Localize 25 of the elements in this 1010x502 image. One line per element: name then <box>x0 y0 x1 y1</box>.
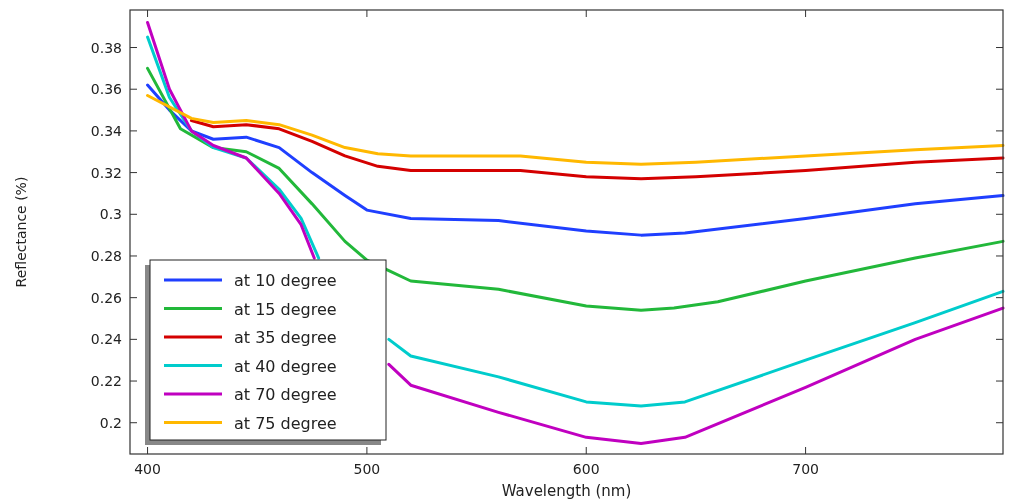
legend-label: at 40 degree <box>234 356 337 376</box>
legend-label: at 75 degree <box>234 413 337 433</box>
x-tick-label: 500 <box>353 461 381 477</box>
line-series <box>189 118 1005 181</box>
y-tick-label: 0.38 <box>90 39 122 56</box>
y-tick-label: 0.26 <box>90 289 123 306</box>
x-tick-label: 700 <box>792 461 819 477</box>
legend-label: at 35 degree <box>234 328 337 347</box>
y-tick-label: 0.2 <box>99 414 122 431</box>
y-axis-title: Reflectance (%) <box>13 176 29 288</box>
y-tick-label: 0.28 <box>90 247 122 264</box>
legend-label: at 70 degree <box>234 385 337 404</box>
y-tick-label: 0.3 <box>99 206 122 223</box>
line-series <box>146 83 1005 237</box>
y-tick-label: 0.36 <box>90 81 123 98</box>
legend-label: at 15 degree <box>234 299 337 319</box>
line-series <box>146 93 1005 166</box>
y-tick-label: 0.32 <box>90 164 122 181</box>
y-tick-label: 0.22 <box>90 373 122 390</box>
y-tick-label: 0.34 <box>90 122 123 139</box>
x-tick-label: 400 <box>134 461 161 477</box>
y-tick-label: 0.24 <box>90 331 123 348</box>
x-tick-label: 600 <box>572 461 600 477</box>
legend-label: at 10 degree <box>234 271 337 290</box>
x-axis-title: Wavelength (nm) <box>501 482 632 500</box>
